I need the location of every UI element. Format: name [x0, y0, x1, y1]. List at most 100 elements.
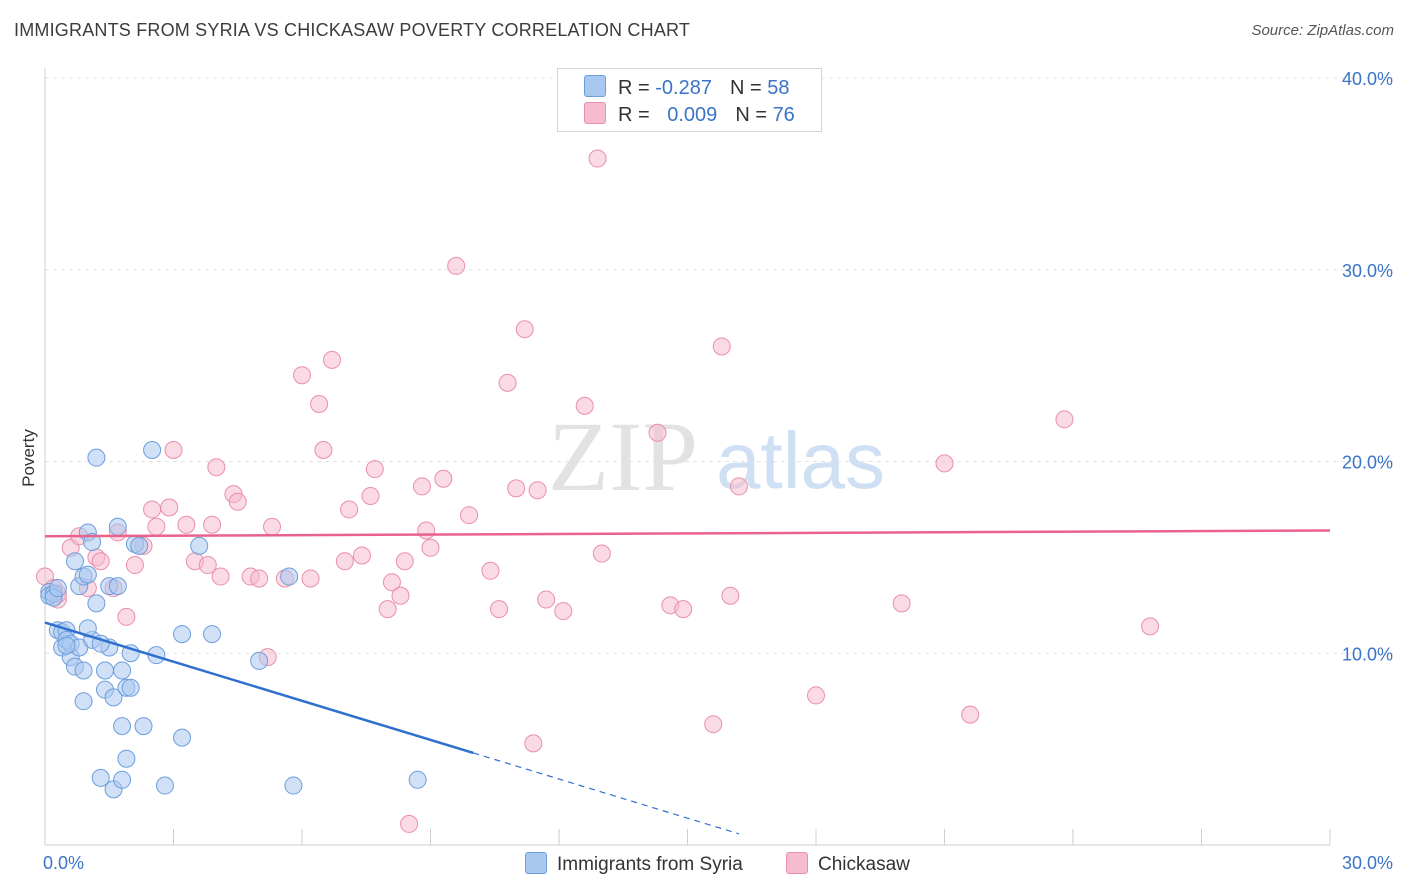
chickasaw-point — [421, 538, 440, 557]
chickasaw-legend-swatch — [786, 852, 808, 874]
r-label: R = — [618, 104, 656, 126]
syria-point — [108, 577, 127, 596]
chickasaw-point — [515, 320, 534, 339]
chickasaw-trend-line — [44, 529, 1331, 538]
chickasaw-point — [211, 567, 230, 586]
chickasaw-n-value: 76 — [772, 104, 795, 126]
chickasaw-point — [198, 556, 217, 575]
chickasaw-point — [301, 569, 320, 588]
chickasaw-point — [537, 590, 556, 609]
syria-point — [284, 776, 303, 795]
syria-point — [78, 565, 97, 584]
chickasaw-point — [395, 552, 414, 571]
chickasaw-point — [314, 440, 333, 459]
y-tick-label: 30.0% — [1342, 261, 1393, 281]
syria-legend-label: Immigrants from Syria — [557, 854, 743, 875]
syria-trend-line — [44, 621, 474, 755]
chickasaw-r-value: 0.009 — [667, 104, 718, 126]
chickasaw-point — [91, 552, 110, 571]
syria-legend-swatch — [525, 852, 547, 874]
chickasaw-point — [648, 423, 667, 442]
chickasaw-point — [322, 350, 341, 369]
syria-point — [155, 776, 174, 795]
chickasaw-point — [507, 479, 526, 498]
chickasaw-point — [160, 498, 179, 517]
chickasaw-point — [460, 506, 479, 525]
chickasaw-point — [228, 492, 247, 511]
chickasaw-point — [447, 256, 466, 275]
syria-point — [173, 625, 192, 644]
chickasaw-point — [391, 586, 410, 605]
syria-n-value: 58 — [767, 77, 790, 99]
chickasaw-points — [36, 149, 1160, 833]
syria-point — [250, 651, 269, 670]
syria-point — [74, 661, 93, 680]
syria-point — [134, 717, 153, 736]
syria-point — [121, 678, 140, 697]
syria-point — [143, 440, 162, 459]
syria-r-value: -0.287 — [655, 77, 712, 99]
syria-points — [40, 440, 427, 799]
syria-point — [113, 717, 132, 736]
chickasaw-point — [721, 586, 740, 605]
chickasaw-point — [592, 544, 611, 563]
syria-swatch — [584, 75, 606, 97]
chickasaw-point — [434, 469, 453, 488]
chickasaw-point — [293, 366, 311, 385]
chickasaw-point — [554, 602, 573, 621]
correlation-legend: R = -0.287 N = 58 R = 0.009 N = 76 — [557, 68, 822, 132]
chickasaw-point — [203, 515, 222, 534]
syria-point — [87, 448, 106, 467]
axis-labels: 10.0% 20.0% 30.0% 40.0% 0.0% 30.0% — [43, 69, 1393, 873]
chickasaw-point — [807, 686, 825, 705]
syria-trend-extension — [473, 752, 740, 835]
chickasaw-point — [412, 477, 431, 496]
syria-point — [113, 770, 132, 789]
chickasaw-swatch — [584, 102, 606, 124]
x-tick-label: 0.0% — [43, 853, 84, 873]
trend-lines — [44, 529, 1331, 835]
y-axis-title: Poverty — [19, 429, 38, 487]
chickasaw-point — [117, 607, 136, 626]
chickasaw-point — [588, 149, 607, 168]
syria-point — [57, 636, 76, 655]
chickasaw-point — [125, 556, 144, 575]
chickasaw-point — [417, 521, 436, 540]
chickasaw-point — [340, 500, 359, 519]
chickasaw-point — [1055, 410, 1074, 429]
chart-title: IMMIGRANTS FROM SYRIA VS CHICKASAW POVER… — [14, 20, 691, 40]
chickasaw-point — [961, 705, 980, 724]
x-tick-label: 30.0% — [1342, 853, 1393, 873]
chickasaw-point — [935, 454, 954, 473]
legend-item-syria: Immigrants from Syria — [525, 852, 743, 876]
chickasaw-point — [352, 546, 371, 565]
chickasaw-point — [575, 396, 594, 415]
chickasaw-point — [498, 373, 517, 392]
syria-point — [95, 661, 114, 680]
chickasaw-point — [892, 594, 911, 613]
y-tick-label: 10.0% — [1342, 644, 1393, 664]
legend-row-chickasaw: R = 0.009 N = 76 — [584, 102, 795, 126]
n-label: N = — [735, 104, 773, 126]
chickasaw-point — [147, 517, 166, 536]
syria-point — [173, 728, 192, 747]
chickasaw-point — [1141, 617, 1160, 636]
axes — [44, 68, 1331, 846]
syria-point — [87, 594, 106, 613]
syria-point — [65, 552, 84, 571]
chickasaw-point — [704, 715, 723, 734]
syria-point — [190, 536, 209, 555]
chickasaw-point — [400, 814, 419, 833]
syria-point — [108, 517, 127, 536]
syria-point — [83, 533, 102, 552]
n-label: N = — [729, 77, 768, 99]
chickasaw-point — [490, 600, 509, 619]
syria-point — [113, 661, 132, 680]
syria-point — [104, 688, 123, 707]
chickasaw-legend-label: Chickasaw — [818, 854, 910, 875]
r-label: R = — [618, 77, 656, 99]
chickasaw-point — [674, 600, 693, 619]
chickasaw-point — [361, 487, 380, 506]
chickasaw-point — [310, 394, 329, 413]
